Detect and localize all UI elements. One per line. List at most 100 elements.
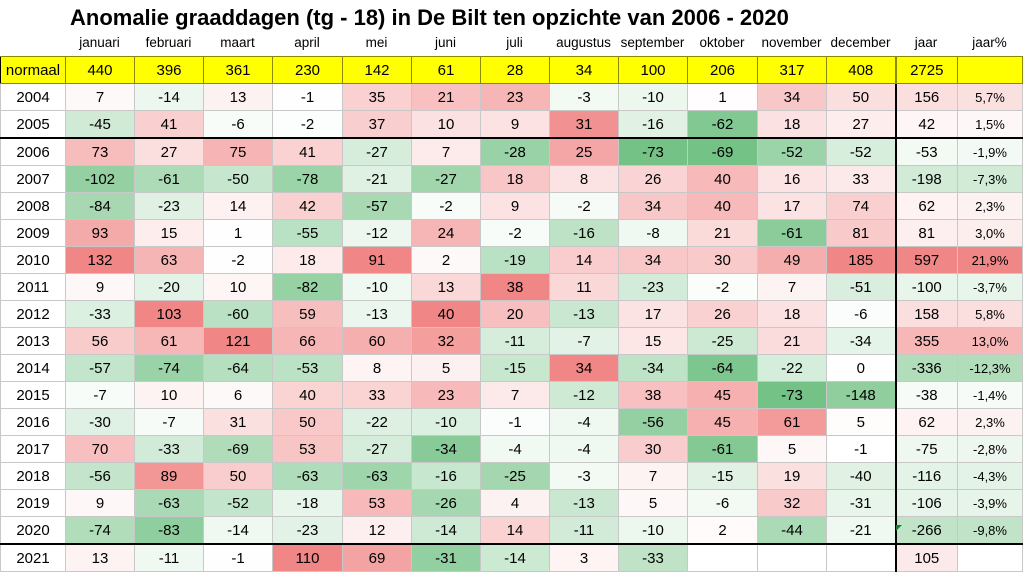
- anomaly-cell: -23: [272, 516, 343, 545]
- normaal-value: 230: [272, 56, 343, 84]
- row-year-label: 2008: [0, 192, 66, 220]
- anomaly-cell: 49: [757, 246, 827, 274]
- anomaly-cell: 42: [272, 192, 343, 220]
- anomaly-cell: -33: [65, 300, 135, 328]
- anomaly-cell: -15: [687, 462, 758, 490]
- anomaly-cell: 41: [272, 137, 343, 166]
- anomaly-cell: -7: [134, 408, 204, 436]
- anomaly-cell: 75: [203, 137, 273, 166]
- normaal-value: 34: [549, 56, 619, 84]
- row-year-label: 2021: [0, 543, 66, 572]
- anomaly-cell: 9: [65, 489, 135, 517]
- anomaly-cell: -21: [342, 165, 412, 193]
- anomaly-cell: 15: [618, 327, 688, 355]
- anomaly-cell: 34: [618, 192, 688, 220]
- anomaly-cell: -63: [272, 462, 343, 490]
- anomaly-cell: -51: [826, 273, 896, 301]
- month-header-februari: februari: [145, 35, 192, 50]
- anomaly-cell: 18: [272, 246, 343, 274]
- anomaly-cell: -31: [826, 489, 896, 517]
- anomaly-cell: 63: [134, 246, 204, 274]
- anomaly-cell: -34: [826, 327, 896, 355]
- table-row: 2008 -84 -23 14 42 -57 -2 9 -2 34 40 17 74 62 2,3%: [0, 192, 1023, 220]
- anomaly-cell: 31: [549, 110, 619, 139]
- row-year-label: 2018: [0, 462, 66, 490]
- anomaly-cell: 31: [203, 408, 273, 436]
- anomaly-cell: -44: [757, 516, 827, 545]
- anomaly-cell: -21: [826, 516, 896, 545]
- anomaly-cell: -7: [549, 327, 619, 355]
- year-pct-cell: -12,3%: [957, 354, 1023, 382]
- anomaly-cell: -34: [411, 435, 481, 463]
- anomaly-cell: 14: [480, 516, 550, 545]
- anomaly-cell: -45: [65, 110, 135, 139]
- anomaly-cell: -63: [134, 489, 204, 517]
- year-pct-cell: -1,9%: [957, 137, 1023, 166]
- anomaly-cell: 35: [342, 83, 412, 111]
- anomaly-cell: -57: [342, 192, 412, 220]
- anomaly-cell: 21: [757, 327, 827, 355]
- anomaly-cell: -60: [203, 300, 273, 328]
- anomaly-cell: 13: [203, 83, 273, 111]
- row-year-label: 2006: [0, 137, 66, 166]
- month-header-mei: mei: [365, 35, 388, 50]
- anomaly-cell: [826, 543, 896, 572]
- anomaly-cell: 10: [203, 273, 273, 301]
- month-header-juni: juni: [434, 35, 456, 50]
- row-year-label: 2016: [0, 408, 66, 436]
- year-pct-cell: -1,4%: [957, 381, 1023, 409]
- year-total-cell: 81: [894, 219, 958, 247]
- anomaly-cell: 1: [687, 83, 758, 111]
- anomaly-cell: 110: [272, 543, 343, 572]
- anomaly-cell: -27: [342, 137, 412, 166]
- anomaly-cell: -14: [134, 83, 204, 111]
- table-row: 2013 56 61 121 66 60 32 -11 -7 15 -25 21 -34 355 13,0%: [0, 327, 1023, 355]
- anomaly-cell: 37: [342, 110, 412, 139]
- year-pct-cell: 2,3%: [957, 192, 1023, 220]
- anomaly-cell: -16: [618, 110, 688, 139]
- year-total-cell: -198: [894, 165, 958, 193]
- row-year-label: 2014: [0, 354, 66, 382]
- anomaly-cell: 13: [65, 543, 135, 572]
- year-pct-cell: 2,3%: [957, 408, 1023, 436]
- anomaly-cell: -6: [203, 110, 273, 139]
- anomaly-cell: 7: [480, 381, 550, 409]
- month-header-augustus: augustus: [556, 35, 611, 50]
- anomaly-cell: -26: [411, 489, 481, 517]
- row-year-label: 2013: [0, 327, 66, 355]
- anomaly-cell: -73: [757, 381, 827, 409]
- normaal-pct-value: [957, 56, 1023, 84]
- anomaly-cell: -6: [687, 489, 758, 517]
- anomaly-cell: 8: [342, 354, 412, 382]
- anomaly-cell: 4: [480, 489, 550, 517]
- anomaly-cell: -52: [757, 137, 827, 166]
- table-row: 2020 -74 -83 -14 -23 12 -14 14 -11 -10 2 -44 -21 -266…: [0, 516, 1023, 545]
- table-row: 2018 -56 89 50 -63 -63 -16 -25 -3 7 -15 19 -40 -116 -4…: [0, 462, 1023, 490]
- anomaly-cell: -18: [272, 489, 343, 517]
- anomaly-cell: -11: [549, 516, 619, 545]
- anomaly-cell: 25: [549, 137, 619, 166]
- anomaly-cell: [687, 543, 758, 572]
- anomaly-cell: -10: [618, 516, 688, 545]
- anomaly-cell: -74: [65, 516, 135, 545]
- anomaly-cell: 6: [203, 381, 273, 409]
- table-row: 2004 7 -14 13 -1 35 21 23 -3 -10 1 34 50 156 5,7%: [0, 83, 1023, 111]
- year-total-cell: 62: [894, 192, 958, 220]
- year-pct-cell: 13,0%: [957, 327, 1023, 355]
- anomaly-cell: -16: [411, 462, 481, 490]
- anomaly-cell: -61: [134, 165, 204, 193]
- anomaly-cell: 19: [757, 462, 827, 490]
- anomaly-cell: -13: [342, 300, 412, 328]
- year-total-cell: 42: [894, 110, 958, 139]
- year-total-cell: 355: [894, 327, 958, 355]
- anomaly-cell: -78: [272, 165, 343, 193]
- anomaly-cell: -61: [687, 435, 758, 463]
- anomaly-cell: 8: [549, 165, 619, 193]
- year-pct-cell: -7,3%: [957, 165, 1023, 193]
- anomaly-cell: -53: [272, 354, 343, 382]
- year-total-cell: -116: [894, 462, 958, 490]
- anomaly-cell: 73: [65, 137, 135, 166]
- anomaly-cell: 5: [411, 354, 481, 382]
- anomaly-cell: -30: [65, 408, 135, 436]
- table-row: 2005 -45 41 -6 -2 37 10 9 31 -16 -62 18 27 42 1,5%: [0, 110, 1023, 139]
